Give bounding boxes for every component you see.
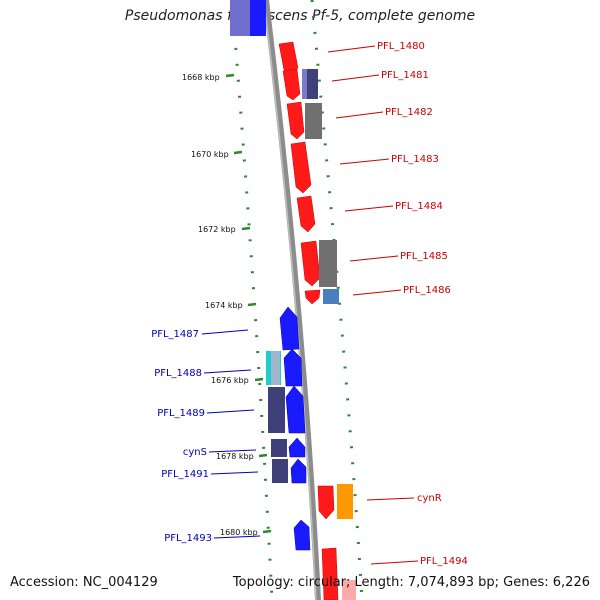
gene-pfl-1491-feature[interactable] [272, 459, 288, 483]
gene-pfl-1489-feature[interactable] [268, 387, 285, 433]
kbp-tick [262, 529, 272, 534]
genome-backbone [263, 0, 321, 600]
gene-pfl-1482-leader [335, 111, 384, 119]
genome-summary: Topology: circular; Length: 7,074,893 bp… [232, 575, 590, 590]
gene-pfl-1485-leader [349, 255, 399, 262]
kbp-tick [241, 226, 251, 231]
gene-label-pfl-1485[interactable]: PFL_1485 [400, 251, 448, 262]
kbp-tick [233, 150, 243, 155]
gene-pfl-1485-cds[interactable] [300, 240, 321, 287]
forward-gene-labels: PFL_1480 PFL_1481 PFL_1482 PFL_1483 PFL_… [377, 41, 468, 567]
gene-pfl-1488-cds[interactable] [283, 348, 303, 387]
gene-cyns-cds[interactable] [288, 437, 306, 458]
kbp-tick [254, 377, 264, 382]
gene-pfl-1482-feature[interactable] [305, 103, 322, 139]
inner-tick-track [230, 0, 274, 600]
gene-label-pfl-1488[interactable]: PFL_1488 [154, 368, 202, 379]
kbp-label: 1672 kbp [198, 225, 236, 234]
gene-pfl-1494-leader [370, 560, 419, 565]
gene-pfl-1484-cds[interactable] [296, 195, 316, 233]
kbp-tick [225, 73, 235, 78]
gene-label-pfl-1491[interactable]: PFL_1491 [161, 469, 209, 480]
gene-label-pfl-1483[interactable]: PFL_1483 [391, 154, 439, 165]
gene-pfl-1488-feature-light [271, 351, 280, 385]
gene-pfl-1486-cds[interactable] [304, 289, 321, 305]
gene-label-pfl-1480[interactable]: PFL_1480 [377, 41, 425, 52]
gene-cynr-feature[interactable] [337, 484, 353, 519]
gene-pfl-1481-cds[interactable] [282, 68, 301, 101]
gene-pfl-1487-cds[interactable] [279, 306, 300, 351]
gene-pfl-1488-leader [203, 369, 252, 374]
kbp-label: 1668 kbp [182, 73, 220, 82]
kbp-label: 1674 kbp [205, 301, 243, 310]
gene-label-cynr[interactable]: cynR [417, 493, 442, 504]
kbp-tick [247, 302, 257, 307]
gene-label-pfl-1481[interactable]: PFL_1481 [381, 70, 429, 81]
map-title: Pseudomonas fluorescens Pf-5, complete g… [124, 8, 476, 24]
gene-label-pfl-1484[interactable]: PFL_1484 [395, 201, 443, 212]
kbp-label: 1670 kbp [191, 150, 229, 159]
gene-pfl-1491-cds[interactable] [290, 458, 307, 484]
gene-label-pfl-1493[interactable]: PFL_1493 [164, 533, 212, 544]
genome-backbone-highlight [263, 0, 317, 600]
gene-cyns-leader [208, 449, 257, 453]
gene-pfl-1483-leader [339, 158, 390, 165]
gene-pfl-1493-cds[interactable] [293, 519, 311, 551]
gene-label-pfl-1487[interactable]: PFL_1487 [151, 329, 199, 340]
gene-cynr-leader [366, 497, 415, 501]
gene-pfl-1486-feature[interactable] [323, 289, 339, 304]
gene-cynr-cds[interactable] [317, 485, 335, 520]
gene-label-pfl-1486[interactable]: PFL_1486 [403, 285, 451, 296]
gene-pfl-1486-leader [352, 289, 402, 296]
forward-cds-track [278, 41, 339, 600]
accession-label: Accession: NC_004129 [10, 575, 158, 590]
gene-label-pfl-1489[interactable]: PFL_1489 [157, 408, 205, 419]
gene-pfl-1487-leader [201, 329, 249, 335]
gene-pfl-1494-cds[interactable] [321, 547, 339, 600]
partial-feature-top [230, 0, 250, 36]
kbp-ticks [225, 73, 272, 534]
gene-pfl-1481-feature-light [302, 69, 307, 99]
kbp-label: 1678 kbp [216, 452, 254, 461]
reverse-feature-track [266, 351, 288, 483]
kbp-tick [258, 453, 268, 458]
gene-pfl-1483-cds[interactable] [290, 141, 312, 194]
gene-pfl-1489-cds[interactable] [285, 385, 306, 434]
gene-pfl-1481-leader [331, 74, 380, 82]
kbp-label: 1680 kbp [220, 528, 258, 537]
gene-pfl-1484-leader [344, 205, 394, 212]
forward-feature-track [302, 69, 356, 600]
forward-label-leaders [327, 45, 419, 565]
gene-cyns-feature[interactable] [271, 439, 287, 457]
gene-label-pfl-1482[interactable]: PFL_1482 [385, 107, 433, 118]
gene-label-cyns[interactable]: cynS [183, 447, 207, 458]
partial-feature-top [250, 0, 266, 36]
gene-label-pfl-1494[interactable]: PFL_1494 [420, 556, 468, 567]
gene-pfl-1489-leader [206, 409, 255, 414]
reverse-label-leaders [201, 329, 261, 539]
reverse-cds-track [279, 306, 311, 551]
gene-pfl-1480-leader [327, 45, 376, 53]
gene-pfl-1494-feature [342, 580, 356, 600]
gene-pfl-1482-cds[interactable] [286, 101, 305, 140]
gene-pfl-1491-leader [210, 471, 259, 475]
gene-pfl-1493-leader [213, 535, 261, 539]
reverse-gene-labels: PFL_1487 PFL_1488 PFL_1489 cynS PFL_1491… [151, 329, 212, 544]
kbp-label: 1676 kbp [211, 376, 249, 385]
gene-pfl-1485-feature[interactable] [319, 240, 337, 287]
